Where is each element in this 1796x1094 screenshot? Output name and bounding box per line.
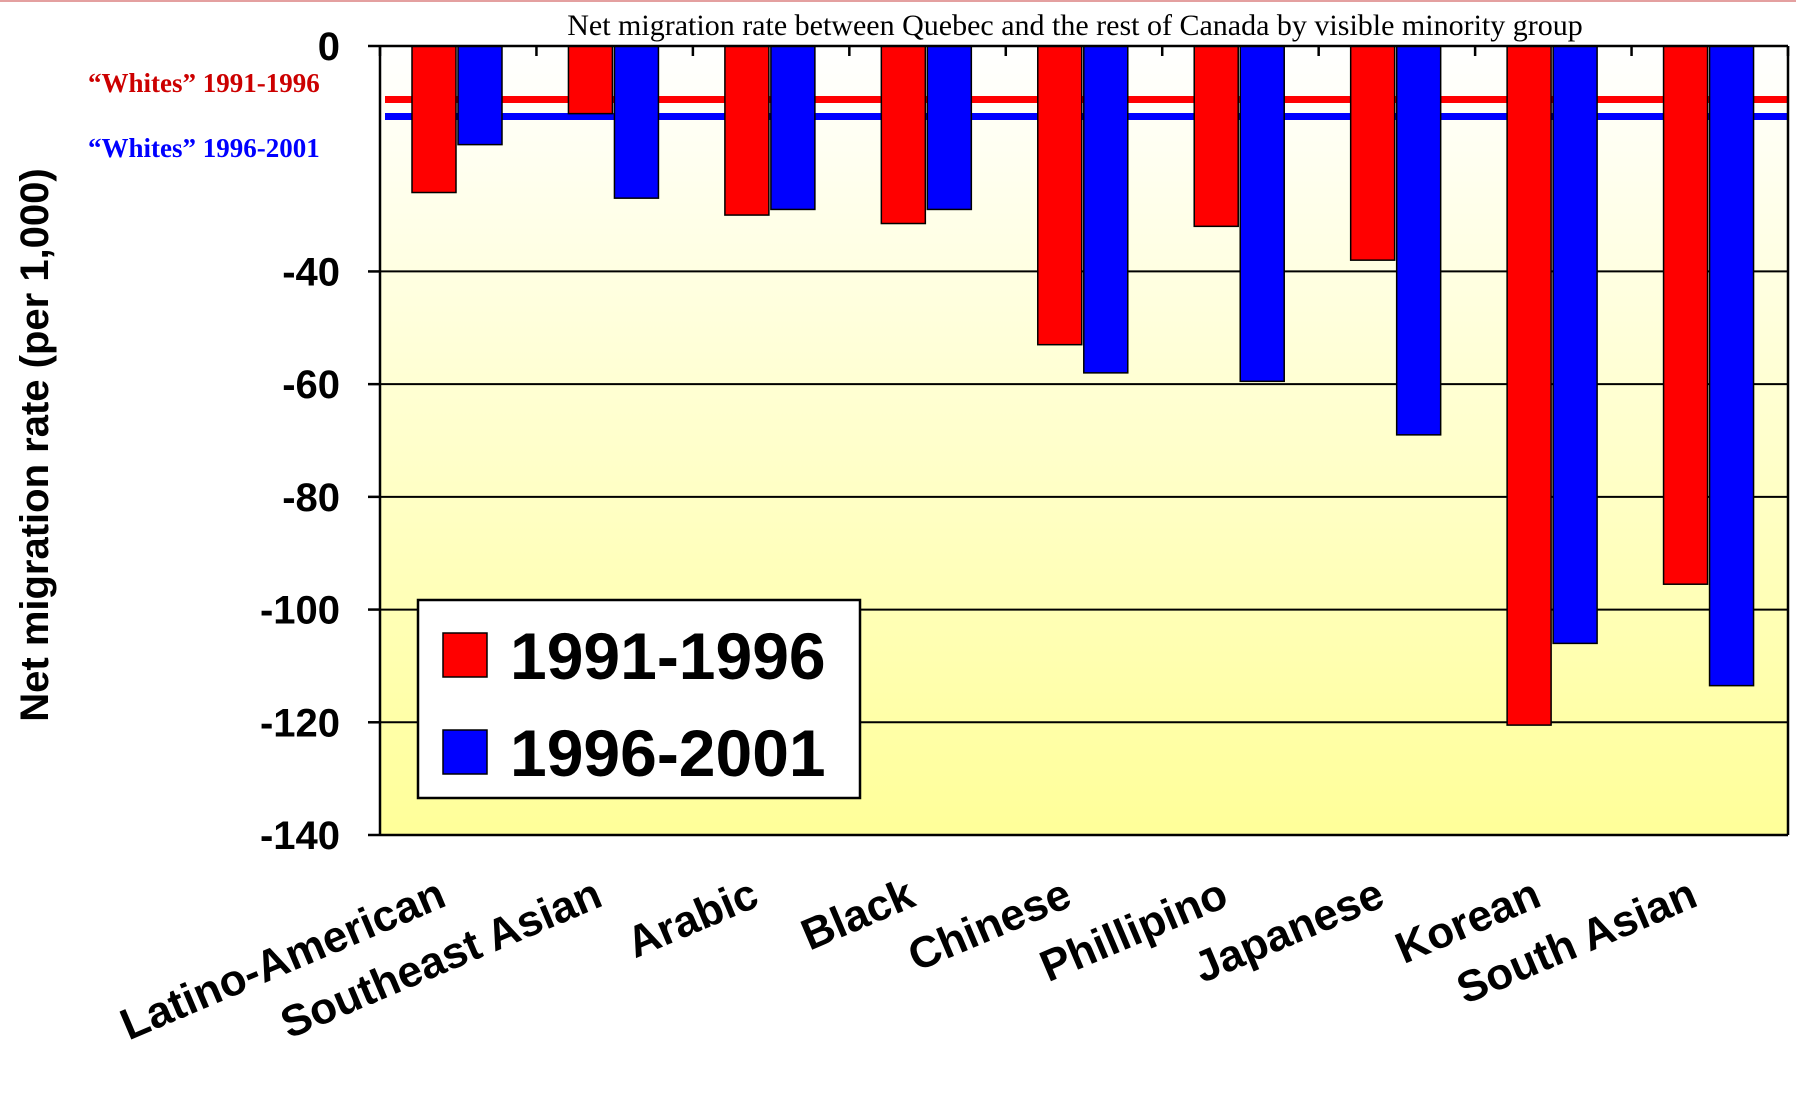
y-tick-label: -80 (282, 476, 340, 520)
bar (1239, 45, 1285, 383)
legend-label: 1991-1996 (510, 619, 826, 693)
legend-box (416, 598, 862, 800)
bar (1037, 45, 1083, 346)
bar (724, 45, 770, 216)
y-tick-label: -140 (260, 814, 340, 858)
legend-swatch (442, 729, 488, 775)
y-tick-label: -40 (282, 250, 340, 294)
y-tick-label: -60 (282, 363, 340, 407)
chart-title: Net migration rate between Quebec and th… (567, 9, 1583, 42)
bar (1506, 45, 1552, 726)
y-tick-label: -100 (260, 589, 340, 633)
bar (880, 45, 927, 225)
y-tick-label: 0 (318, 25, 340, 69)
y-tick-label: -120 (260, 701, 340, 745)
bar (770, 45, 816, 211)
bar (1193, 45, 1239, 228)
legend-label: 1996-2001 (510, 716, 826, 790)
legend: 1991-1996 1996-2001 (416, 598, 862, 800)
bar (411, 45, 457, 194)
x-tick-label: Black (794, 869, 922, 960)
bar (1395, 45, 1442, 436)
bar (1552, 45, 1598, 645)
reference-line-label: “Whites” 1991-1996 (88, 68, 320, 98)
top-border (0, 0, 1796, 2)
bar (1662, 45, 1709, 585)
bar (926, 45, 973, 211)
bar (1349, 45, 1396, 261)
bar (1083, 45, 1129, 374)
legend-swatch (442, 632, 488, 678)
bar (457, 45, 503, 146)
bar (613, 45, 660, 199)
x-tick-label: Arabic (620, 869, 765, 968)
bar (1708, 45, 1755, 687)
reference-line-label: “Whites” 1996-2001 (88, 133, 320, 163)
y-axis-label: Net migration rate (per 1,000) (13, 168, 57, 722)
bar (567, 45, 614, 115)
